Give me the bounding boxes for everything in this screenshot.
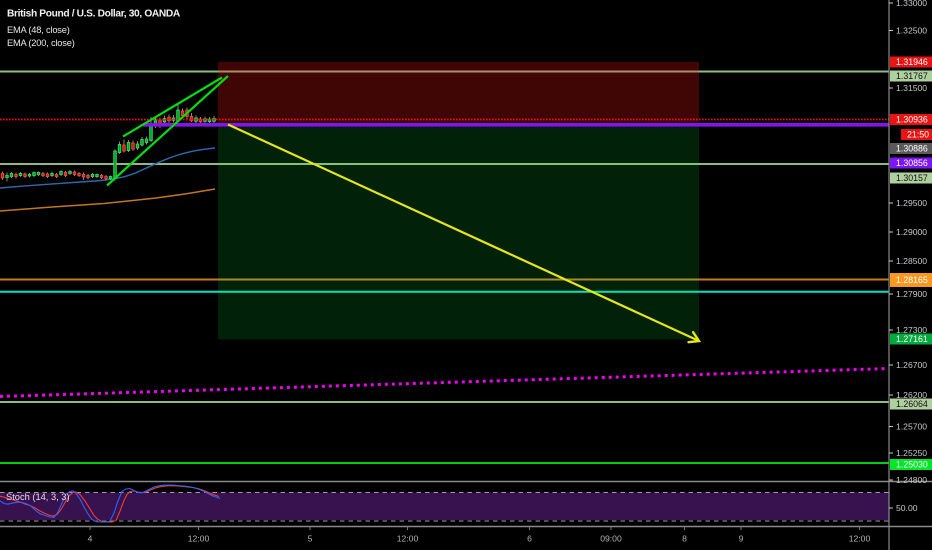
svg-text:1.28165: 1.28165: [896, 275, 928, 285]
svg-text:1.24800: 1.24800: [896, 475, 927, 485]
svg-text:1.27900: 1.27900: [896, 289, 927, 299]
svg-text:1.31946: 1.31946: [896, 57, 928, 67]
svg-text:9: 9: [739, 534, 744, 544]
svg-text:21:50: 21:50: [907, 130, 929, 140]
svg-text:4: 4: [88, 534, 93, 544]
svg-text:1.30936: 1.30936: [896, 115, 928, 125]
svg-text:1.27300: 1.27300: [896, 325, 927, 335]
svg-text:British Pound / U.S. Dollar, 3: British Pound / U.S. Dollar, 30, OANDA: [7, 9, 181, 20]
svg-text:12:00: 12:00: [397, 534, 419, 544]
svg-text:5: 5: [308, 534, 313, 544]
svg-text:12:00: 12:00: [849, 534, 871, 544]
svg-text:12:00: 12:00: [188, 534, 210, 544]
svg-text:1.33000: 1.33000: [896, 0, 927, 8]
svg-text:8: 8: [682, 534, 687, 544]
svg-text:1.29000: 1.29000: [896, 227, 927, 237]
svg-text:1.25250: 1.25250: [896, 448, 927, 458]
svg-text:EMA (48, close): EMA (48, close): [7, 25, 70, 35]
svg-text:1.26064: 1.26064: [896, 399, 928, 409]
svg-text:1.25700: 1.25700: [896, 422, 927, 432]
svg-text:1.28500: 1.28500: [896, 256, 927, 266]
svg-text:Stoch (14, 3, 3): Stoch (14, 3, 3): [6, 492, 70, 502]
svg-text:EMA (200, close): EMA (200, close): [7, 38, 75, 48]
svg-text:1.26200: 1.26200: [896, 390, 927, 400]
svg-text:1.26700: 1.26700: [896, 360, 927, 370]
svg-text:09:00: 09:00: [600, 534, 622, 544]
svg-text:1.29500: 1.29500: [896, 198, 927, 208]
svg-text:1.30157: 1.30157: [896, 173, 928, 183]
svg-text:1.31767: 1.31767: [896, 71, 928, 81]
svg-text:1.31500: 1.31500: [896, 83, 927, 93]
svg-text:1.27161: 1.27161: [896, 334, 928, 344]
svg-text:1.30886: 1.30886: [896, 144, 928, 154]
svg-text:6: 6: [527, 534, 532, 544]
svg-text:1.25030: 1.25030: [896, 460, 928, 470]
svg-text:1.30856: 1.30856: [896, 158, 928, 168]
svg-text:50.00: 50.00: [896, 503, 918, 513]
svg-text:1.32500: 1.32500: [896, 26, 927, 36]
